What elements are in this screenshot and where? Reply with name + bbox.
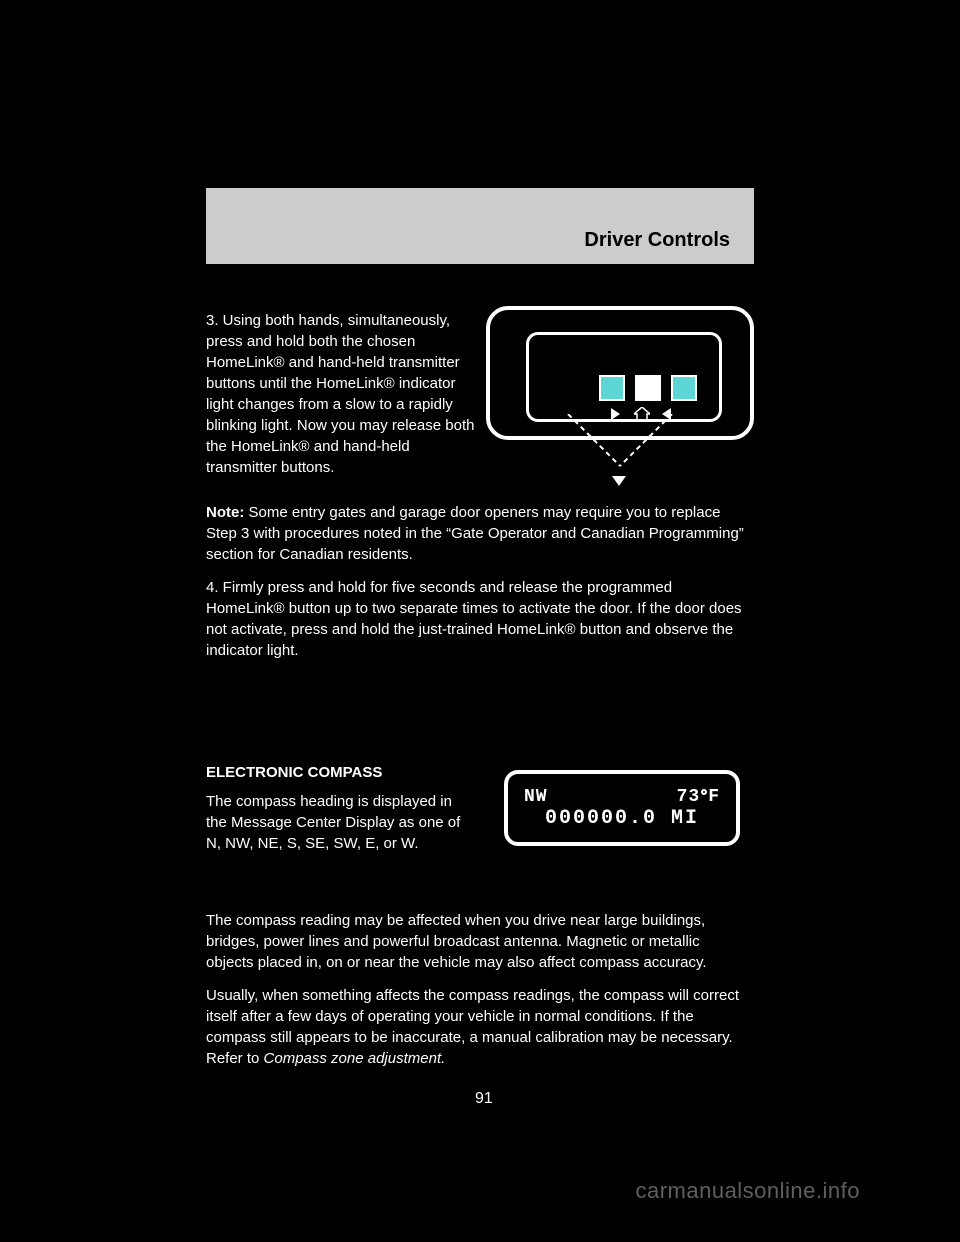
header-bar: Driver Controls bbox=[206, 188, 754, 264]
compass-p1: The compass heading is displayed in the … bbox=[206, 791, 476, 854]
indicator-lines bbox=[556, 414, 684, 470]
compass-p3-italic: Compass zone adjustment. bbox=[264, 1050, 446, 1067]
paragraph-note-step4: Note: Some entry gates and garage door o… bbox=[206, 502, 751, 661]
homelink-button-1 bbox=[599, 375, 625, 401]
compass-details: The compass reading may be affected when… bbox=[206, 910, 751, 1069]
page-number: 91 bbox=[475, 1090, 493, 1108]
note-text: Some entry gates and garage door openers… bbox=[206, 504, 744, 563]
compass-heading: ELECTRONIC COMPASS bbox=[206, 762, 476, 783]
temp-unit: F bbox=[708, 787, 720, 807]
header-title: Driver Controls bbox=[584, 229, 730, 252]
compass-display-figure: NW 73 F 000000.0 MI bbox=[504, 770, 740, 846]
homelink-figure bbox=[486, 306, 754, 474]
watermark: carmanualsonline.info bbox=[635, 1178, 860, 1204]
compass-p2: The compass reading may be affected when… bbox=[206, 910, 751, 973]
odometer-unit: MI bbox=[671, 807, 699, 830]
compass-direction: NW bbox=[524, 787, 548, 807]
note-label: Note: bbox=[206, 504, 244, 521]
degree-icon bbox=[701, 789, 707, 795]
step3-text: 3. Using both hands, simultaneously, pre… bbox=[206, 312, 474, 476]
compass-intro: ELECTRONIC COMPASS The compass heading i… bbox=[206, 762, 476, 854]
paragraph-step3: 3. Using both hands, simultaneously, pre… bbox=[206, 310, 476, 478]
homelink-button-3 bbox=[671, 375, 697, 401]
homelink-button-2 bbox=[635, 375, 661, 401]
compass-p3-wrap: Usually, when something affects the comp… bbox=[206, 985, 751, 1069]
temp-value: 73 bbox=[677, 787, 701, 807]
odometer-value: 000000.0 bbox=[545, 807, 657, 830]
v-arrow-icon bbox=[612, 476, 626, 486]
display-row-1: NW 73 F bbox=[524, 787, 720, 807]
step4-text: 4. Firmly press and hold for five second… bbox=[206, 577, 751, 661]
temperature-reading: 73 F bbox=[677, 787, 720, 807]
display-row-2: 000000.0 MI bbox=[524, 807, 720, 830]
button-row bbox=[599, 375, 697, 401]
mirror-inner bbox=[526, 332, 722, 422]
